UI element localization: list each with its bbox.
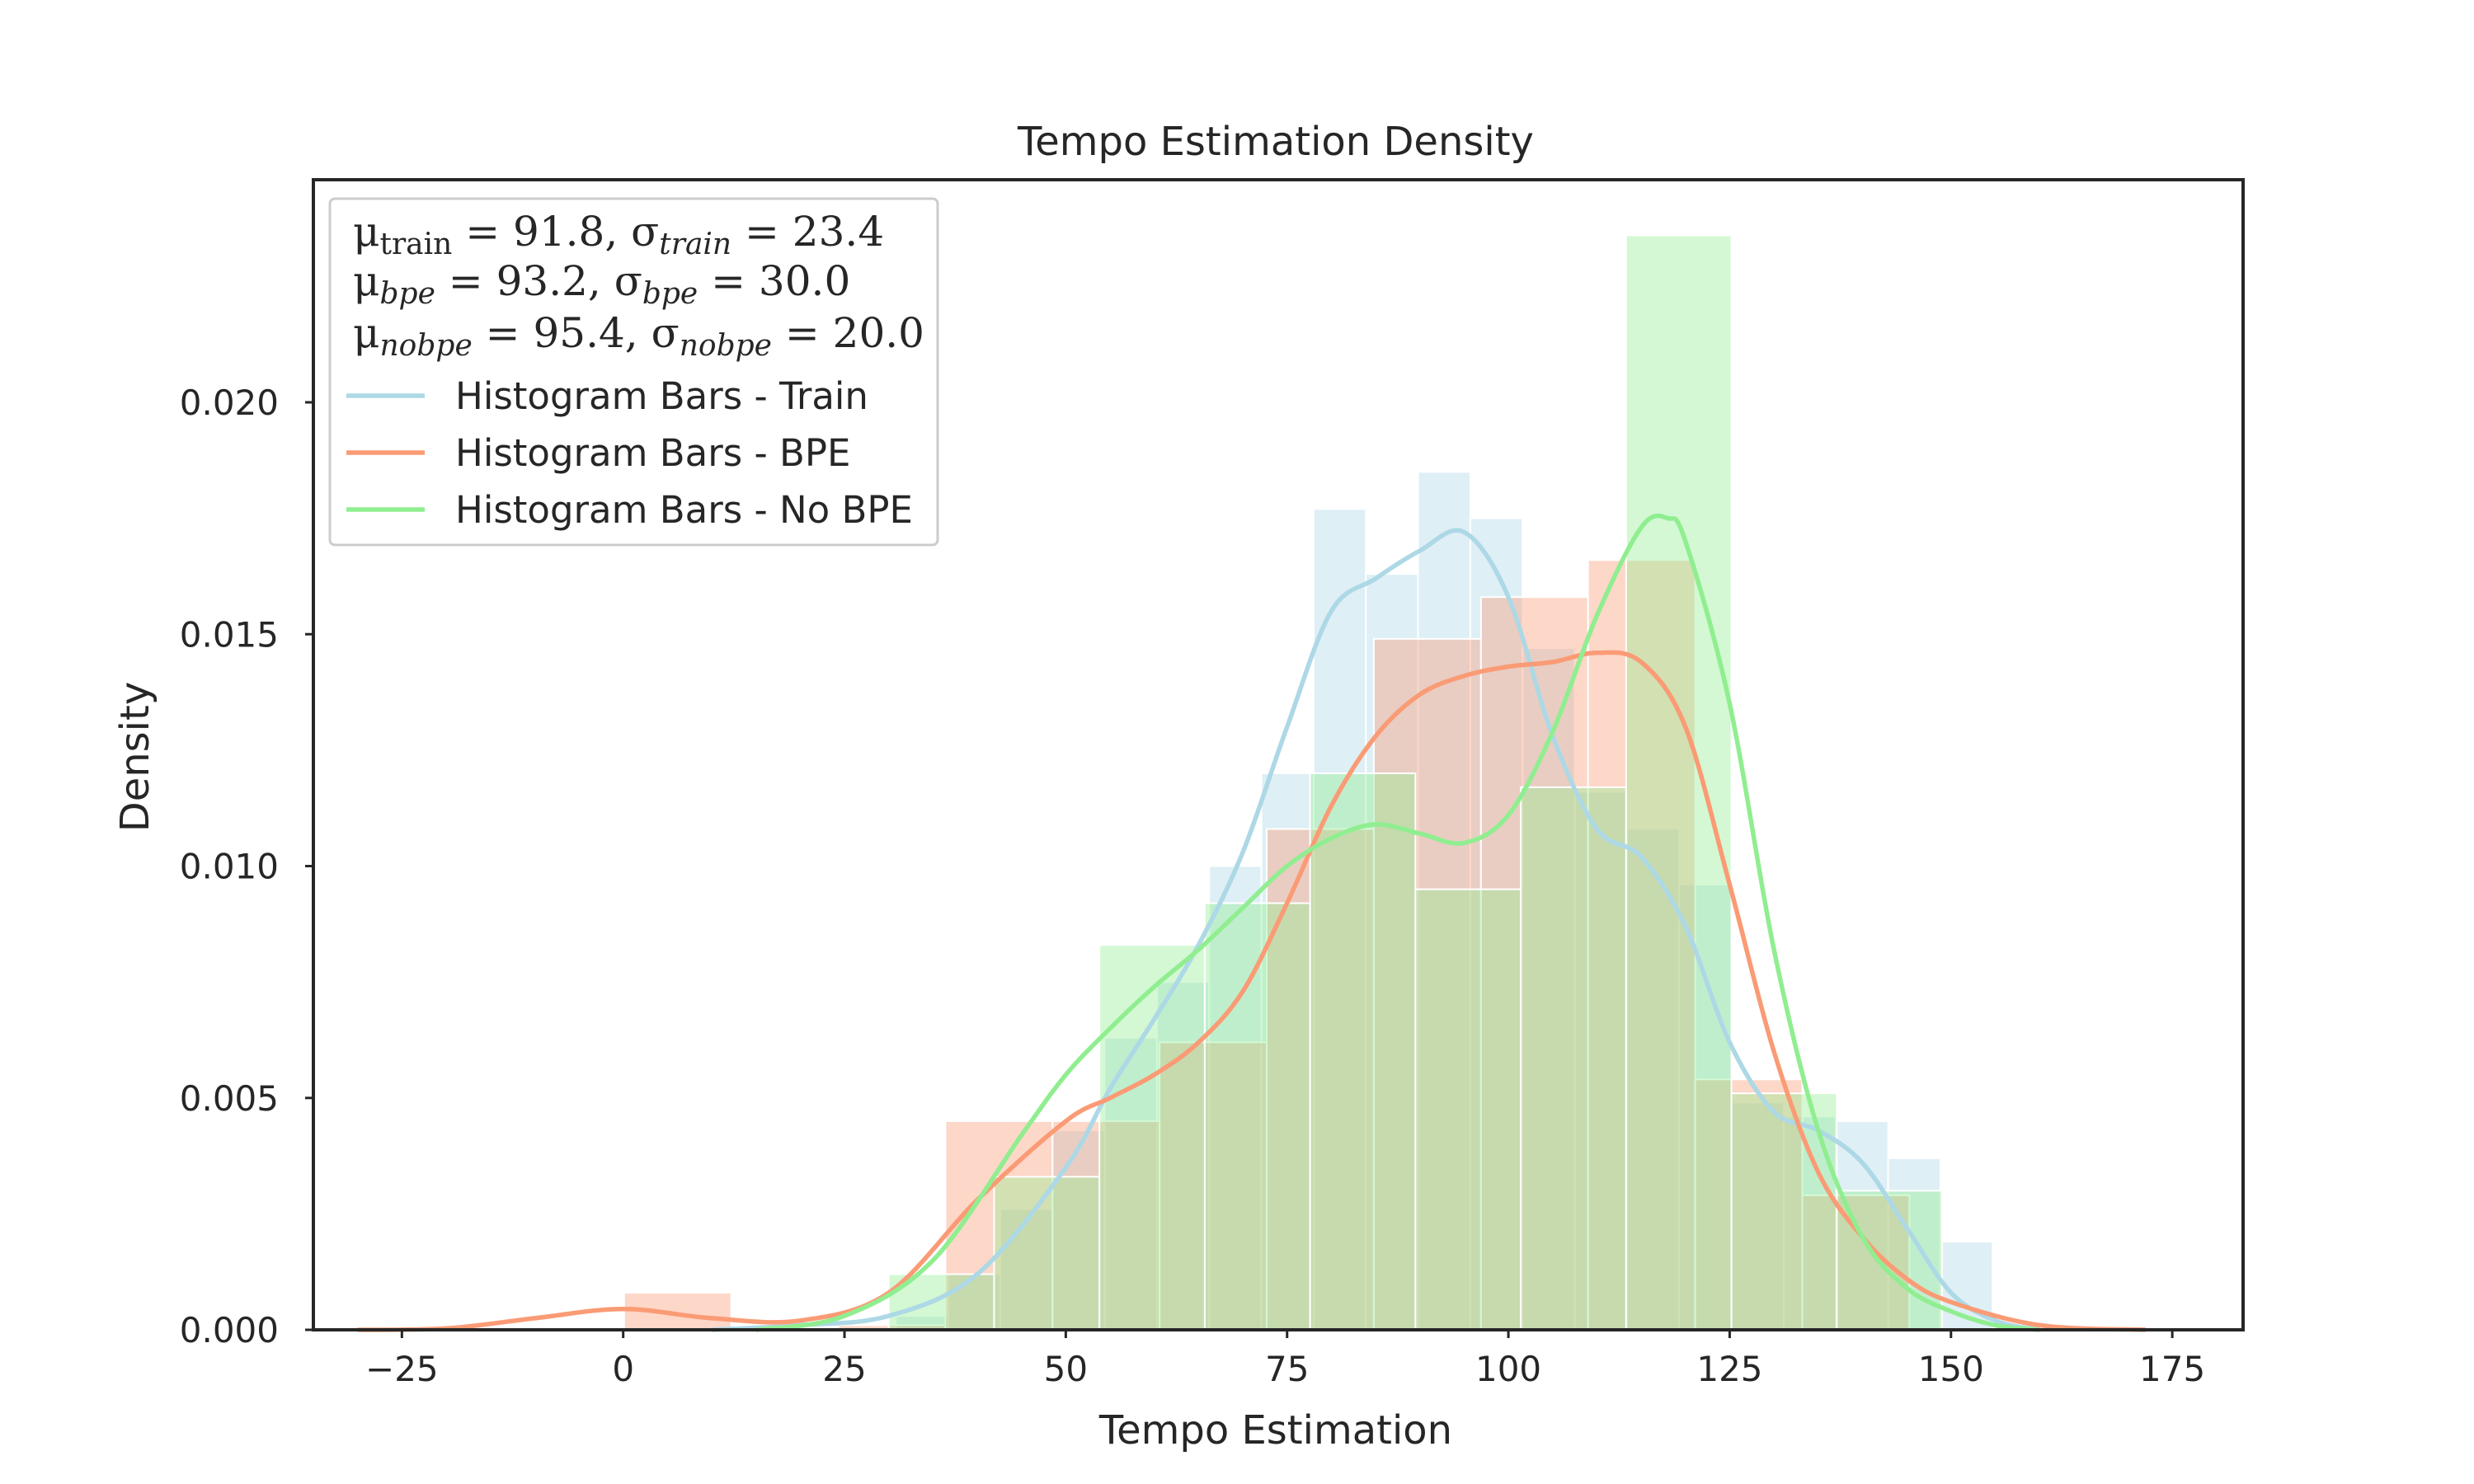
plot-frame xyxy=(312,178,2245,1331)
x-tick-label: 25 xyxy=(822,1349,866,1389)
kde-line-series-2 xyxy=(755,514,2040,1332)
stats-line-2: μnobpe = 95.4, σnobpe = 20.0 xyxy=(353,309,924,363)
hist-bar-series-0 xyxy=(1625,828,1681,1331)
hist-bar-series-0 xyxy=(1522,647,1576,1331)
hist-bar-series-0 xyxy=(1678,884,1733,1331)
hist-bar-series-2 xyxy=(1730,1092,1838,1331)
histogram-bars xyxy=(623,234,1994,1331)
legend-entries: Histogram Bars - Train Histogram Bars - B… xyxy=(346,374,913,532)
y-tick-label: 0.010 xyxy=(180,847,279,887)
hist-bar-series-1 xyxy=(1372,637,1482,1331)
hist-bar-series-2 xyxy=(1414,888,1522,1331)
x-tick-label: 50 xyxy=(1044,1349,1088,1389)
y-tick-label: 0.000 xyxy=(180,1310,279,1350)
hist-bar-series-2 xyxy=(993,1176,1101,1331)
y-tick-label: 0.005 xyxy=(180,1078,279,1119)
hist-bar-series-0 xyxy=(1835,1120,1889,1331)
x-tick-label: 150 xyxy=(1918,1349,1984,1389)
x-tick-label: 125 xyxy=(1696,1349,1762,1389)
hist-bar-series-2 xyxy=(1309,773,1417,1331)
legend-box xyxy=(328,197,939,547)
x-tick-label: −25 xyxy=(365,1349,439,1389)
x-axis-ticks: −25 0 25 50 75 100 125 150 175 xyxy=(365,1330,2205,1389)
hist-bar-series-2 xyxy=(1520,786,1627,1331)
hist-bar-series-0 xyxy=(1051,1129,1106,1331)
y-tick-label: 0.020 xyxy=(180,383,279,423)
stats-line-1: μbpe = 93.2, σbpe = 30.0 xyxy=(353,257,850,311)
chart-title: Tempo Estimation Density xyxy=(1017,119,1534,165)
x-tick-label: 75 xyxy=(1265,1349,1309,1389)
hist-bar-series-0 xyxy=(947,1273,1001,1331)
hist-bar-series-1 xyxy=(1051,1120,1161,1331)
hist-bar-series-0 xyxy=(1573,791,1628,1331)
legend-label-0: Histogram Bars - Train xyxy=(455,374,868,418)
y-tick-label: 0.015 xyxy=(180,614,279,655)
y-axis-label: Density xyxy=(112,682,158,832)
hist-bar-series-1 xyxy=(1479,596,1589,1331)
x-tick-label: 0 xyxy=(612,1349,634,1389)
kde-line-series-1 xyxy=(357,650,2147,1332)
hist-bar-series-1 xyxy=(1159,1041,1268,1331)
kde-curves xyxy=(357,514,2147,1332)
legend-label-1: Histogram Bars - BPE xyxy=(455,431,850,475)
x-tick-label: 175 xyxy=(2139,1349,2205,1389)
hist-bar-series-2 xyxy=(1625,234,1733,1331)
y-axis-ticks: 0.000 0.005 0.010 0.015 0.020 xyxy=(180,383,313,1350)
hist-bar-series-0 xyxy=(999,1208,1054,1331)
hist-bar-series-2 xyxy=(1098,944,1206,1331)
hist-bar-series-0 xyxy=(1730,1101,1785,1331)
hist-bar-series-2 xyxy=(1203,902,1311,1331)
hist-bar-series-0 xyxy=(1312,508,1367,1331)
legend-label-2: Histogram Bars - No BPE xyxy=(455,488,913,532)
x-axis-label: Tempo Estimation xyxy=(1098,1407,1452,1453)
stats-line-0: μtrain = 91.8, σtrain = 23.4 xyxy=(353,208,884,261)
hist-bar-series-1 xyxy=(1801,1194,1911,1331)
hist-bar-series-0 xyxy=(1417,471,1471,1331)
hist-bar-series-1 xyxy=(1587,559,1696,1331)
x-tick-label: 100 xyxy=(1475,1349,1541,1389)
